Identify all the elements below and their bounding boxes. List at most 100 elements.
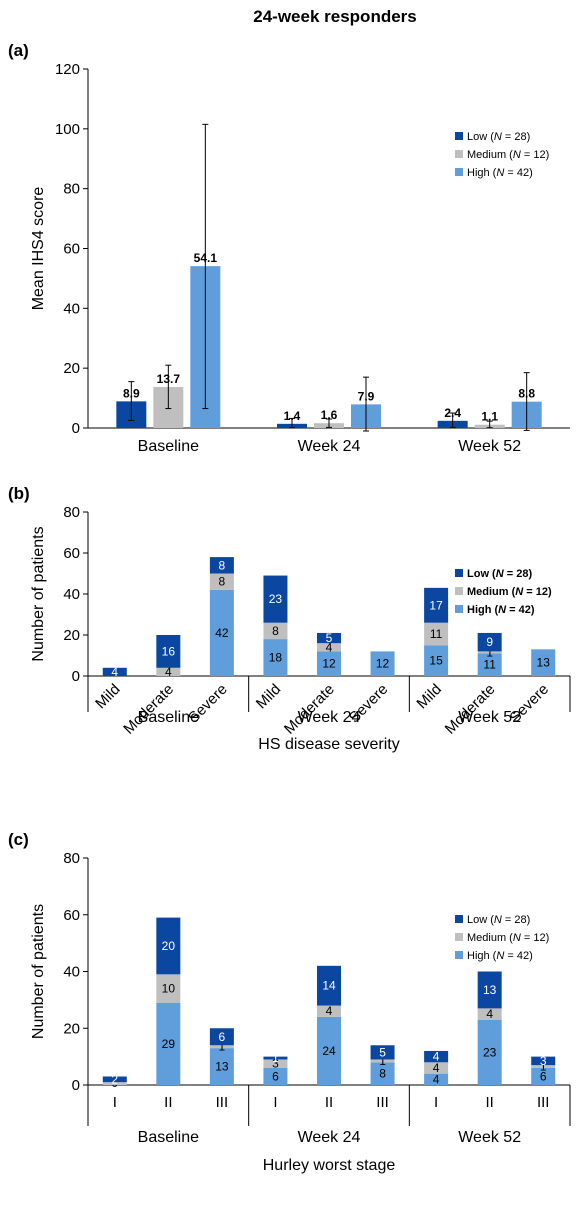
bar-value-label: 1.4 — [284, 409, 301, 423]
legend-label-high: High (N = 42) — [467, 167, 533, 179]
segment-value-label: 20 — [162, 939, 176, 953]
legend-swatch-medium — [455, 933, 463, 941]
legend-label-n: N — [513, 932, 521, 944]
y-tick-label: 60 — [63, 241, 80, 258]
y-tick-label: 80 — [63, 850, 80, 867]
segment-value-label: 16 — [162, 644, 176, 658]
bar-value-label: 8.8 — [518, 387, 535, 401]
segment-value-label: 42 — [215, 626, 229, 640]
x-category-label: Baseline — [138, 438, 199, 455]
segment-value-label: 15 — [429, 654, 443, 668]
y-tick-label: 20 — [63, 1020, 80, 1037]
x-category-label: II — [164, 1094, 172, 1111]
legend-swatch-medium — [455, 587, 463, 595]
segment-value-label: 4 — [111, 665, 118, 679]
segment-value-label: 5 — [326, 631, 333, 645]
y-tick-label: 60 — [63, 907, 80, 924]
segment-value-label: 13 — [483, 983, 497, 997]
legend-label-low: Low (N = 28) — [467, 568, 532, 580]
legend-label-part: = 28) — [502, 131, 530, 143]
segment-value-label: 29 — [162, 1037, 176, 1051]
x-category-label: III — [537, 1094, 550, 1111]
x-category-label: Week 52 — [458, 438, 521, 455]
x-category-label: Mild — [413, 681, 444, 712]
panel-label: (b) — [8, 484, 30, 503]
group-label: Week 24 — [298, 1129, 361, 1146]
bar-value-label: 2.4 — [444, 406, 461, 420]
x-category-label: I — [113, 1094, 117, 1111]
y-tick-label: 60 — [63, 545, 80, 562]
segment-value-label: 4 — [486, 1007, 493, 1021]
legend-label-low: Low (N = 28) — [467, 131, 530, 143]
bar-value-label: 1.6 — [321, 408, 338, 422]
legend-label-medium: Medium (N = 12) — [467, 586, 552, 598]
legend-label-part: = 28) — [502, 914, 530, 926]
legend-label-part: High ( — [467, 167, 497, 179]
segment-value-label: 1 — [272, 1051, 279, 1065]
y-axis-title: Number of patients — [30, 904, 47, 1039]
legend-swatch-high — [455, 605, 463, 613]
segment-value-label: 4 — [326, 1004, 333, 1018]
segment-value-label: 10 — [162, 982, 176, 996]
legend-swatch-high — [455, 951, 463, 959]
segment-value-label: 3 — [540, 1054, 547, 1068]
legend-label-part: Low ( — [467, 568, 496, 580]
x-category-label: III — [216, 1094, 229, 1111]
legend-label-n: N — [494, 914, 502, 926]
legend-label-part: = 12) — [521, 149, 549, 161]
segment-value-label: 23 — [269, 592, 283, 606]
y-tick-label: 40 — [63, 300, 80, 317]
segment-value-label: 5 — [379, 1045, 386, 1059]
legend-swatch-low — [455, 915, 463, 923]
x-axis-title: HS disease severity — [258, 736, 399, 753]
group-label: Baseline — [138, 1129, 199, 1146]
legend-label-n: N — [513, 149, 521, 161]
legend-label-n: N — [494, 131, 502, 143]
segment-value-label: 12 — [376, 657, 390, 671]
y-tick-label: 40 — [63, 964, 80, 981]
legend-swatch-medium — [455, 150, 463, 158]
panel-label: (a) — [8, 41, 29, 60]
bar-value-label: 54.1 — [194, 251, 218, 265]
legend-label-part: Medium ( — [467, 149, 513, 161]
y-tick-label: 80 — [63, 181, 80, 198]
segment-value-label: 6 — [272, 1069, 279, 1083]
segment-value-label: 8 — [219, 575, 226, 589]
bar-value-label: 1.1 — [481, 410, 498, 424]
legend-label-high: High (N = 42) — [467, 950, 533, 962]
segment-value-label: 13 — [215, 1060, 229, 1074]
y-tick-label: 100 — [55, 121, 80, 138]
y-axis-title: Mean IHS4 score — [30, 187, 47, 311]
panel-b: (b)020406080Number of patientsBaselineMi… — [8, 484, 570, 753]
x-category-label: I — [434, 1094, 438, 1111]
x-category-label: Week 24 — [298, 438, 361, 455]
legend-label-part: Medium ( — [467, 586, 516, 598]
legend-swatch-high — [455, 168, 463, 176]
segment-value-label: 18 — [269, 651, 283, 665]
segment-value-label: 9 — [486, 635, 493, 649]
legend-label-part: = 42) — [504, 950, 532, 962]
segment-value-label: 8 — [379, 1067, 386, 1081]
segment-value-label: 12 — [322, 657, 336, 671]
segment-value-label: 8 — [272, 624, 279, 638]
legend-label-part: High ( — [467, 604, 498, 616]
figure-title: 24-week responders — [253, 7, 416, 26]
group-label: Week 52 — [458, 1129, 521, 1146]
y-tick-label: 0 — [72, 420, 80, 437]
x-category-label: III — [376, 1094, 389, 1111]
panel-label: (c) — [8, 830, 29, 849]
legend-label-part: = 12) — [523, 586, 552, 598]
x-category-label: Severe — [346, 681, 392, 727]
legend-label-medium: Medium (N = 12) — [467, 932, 549, 944]
bar-value-label: 7.9 — [358, 389, 375, 403]
legend-label-medium: Medium (N = 12) — [467, 149, 549, 161]
segment-value-label: 6 — [219, 1030, 226, 1044]
y-axis-title: Number of patients — [30, 526, 47, 661]
legend-label-part: Low ( — [467, 914, 494, 926]
x-category-label: Severe — [506, 681, 552, 727]
legend-label-part: = 28) — [504, 568, 533, 580]
legend-label-part: Low ( — [467, 131, 494, 143]
segment-value-label: 11 — [430, 627, 443, 641]
legend-label-part: High ( — [467, 950, 497, 962]
segment-value-label: 4 — [433, 1050, 440, 1064]
